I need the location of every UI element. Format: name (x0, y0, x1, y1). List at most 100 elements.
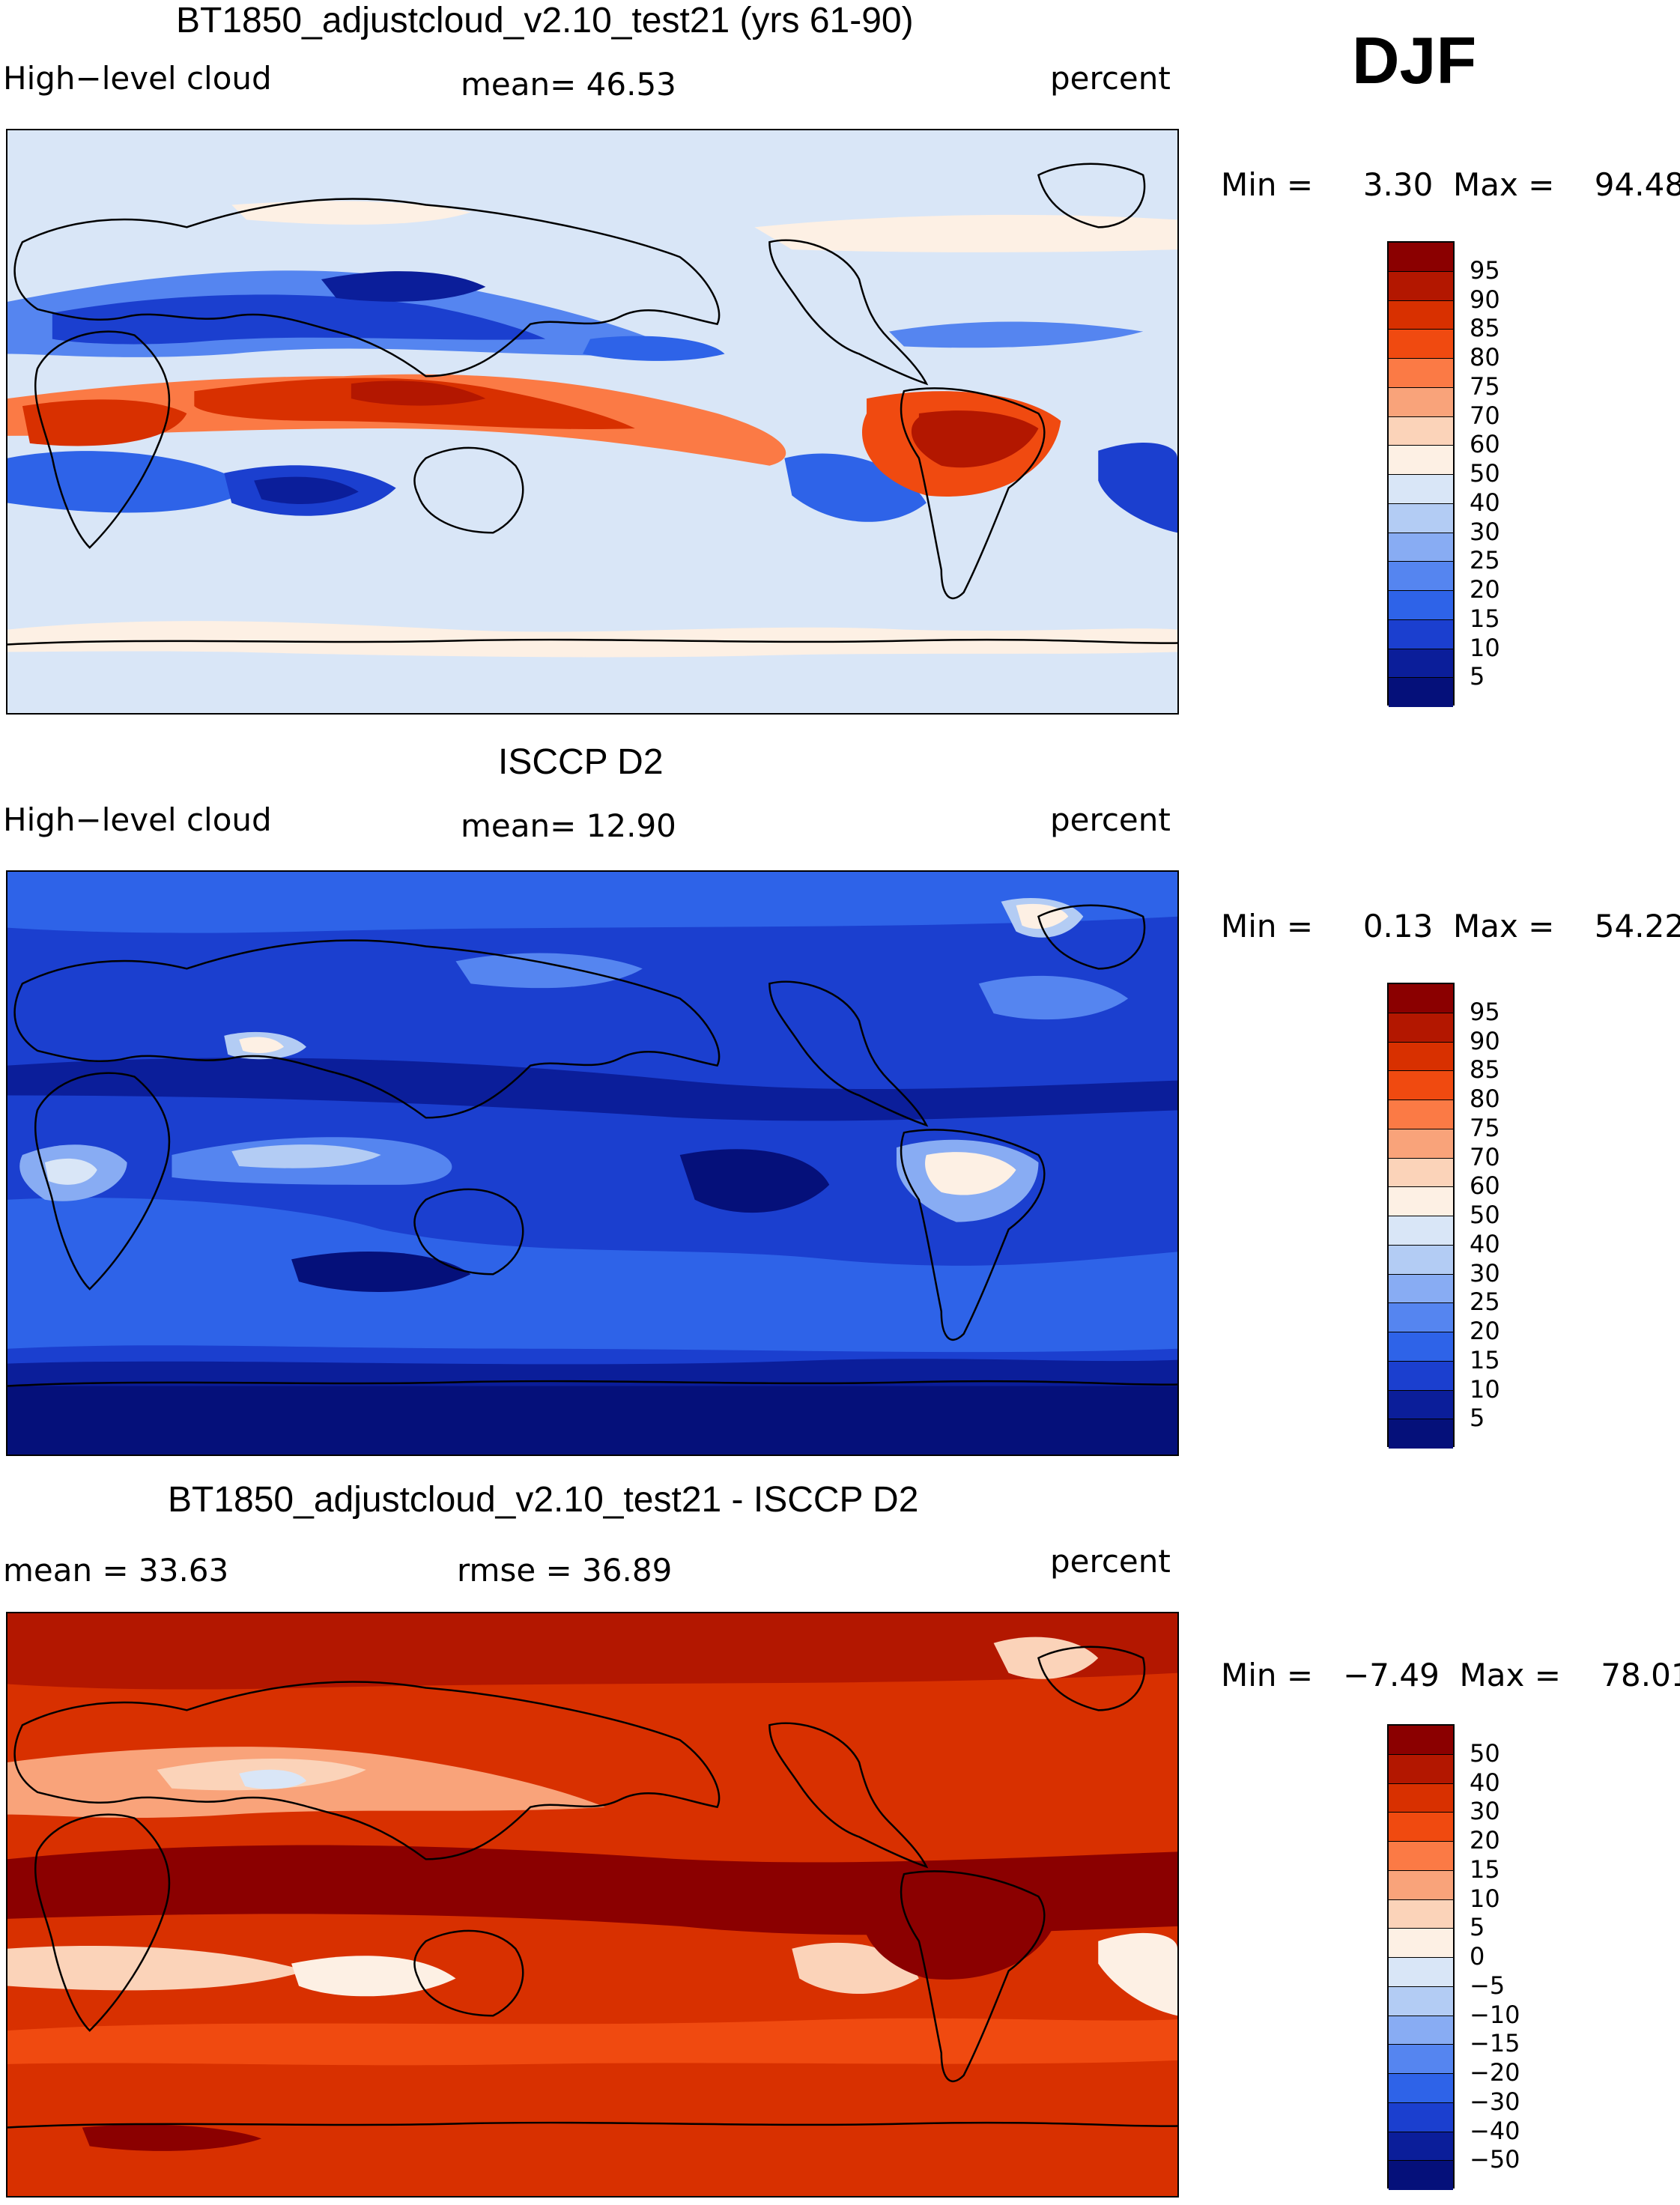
colorbar-tick-label: 80 (1470, 1085, 1500, 1113)
colorbar-segment (1389, 562, 1453, 591)
colorbar-segment (1389, 1158, 1453, 1188)
panel-2-map (6, 870, 1179, 1456)
colorbar-segment (1389, 678, 1453, 707)
colorbar-segment (1389, 2045, 1453, 2074)
colorbar-tick-label: 5 (1470, 662, 1485, 691)
panel-2-variable-label: High−level cloud (3, 801, 272, 838)
panel-3-min-max: Min = −7.49 Max = 78.01 (1221, 1657, 1680, 1693)
colorbar-segment (1389, 2161, 1453, 2190)
colorbar-segment (1389, 1929, 1453, 1958)
panel-1-units-label: percent (1050, 60, 1171, 97)
panel-3-colorbar (1387, 1724, 1455, 2190)
panel-2-units-label: percent (1050, 801, 1171, 838)
colorbar-tick-label: 70 (1470, 1142, 1500, 1171)
colorbar-segment (1389, 1899, 1453, 1929)
colorbar-tick-label: 90 (1470, 1026, 1500, 1055)
colorbar-tick-label: 95 (1470, 997, 1500, 1026)
colorbar-segment (1389, 387, 1453, 417)
colorbar-segment (1389, 503, 1453, 533)
panel-1-map (6, 129, 1179, 715)
colorbar-tick-label: 50 (1470, 1201, 1500, 1229)
colorbar-tick-label: 0 (1470, 1942, 1485, 1971)
colorbar-tick-label: 10 (1470, 1884, 1500, 1913)
panel-3-map (6, 1612, 1179, 2198)
colorbar-segment (1389, 243, 1453, 272)
colorbar-segment (1389, 1958, 1453, 1987)
colorbar-segment (1389, 475, 1453, 504)
colorbar-segment (1389, 1216, 1453, 1246)
colorbar-segment (1389, 330, 1453, 359)
colorbar-tick-label: 70 (1470, 401, 1500, 430)
colorbar-segment (1389, 2102, 1453, 2132)
colorbar-segment (1389, 1129, 1453, 1159)
colorbar-tick-label: −40 (1470, 2116, 1520, 2145)
season-label: DJF (1352, 23, 1477, 97)
colorbar-tick-label: 20 (1470, 1317, 1500, 1345)
colorbar-segment (1389, 1274, 1453, 1304)
colorbar-tick-label: 30 (1470, 517, 1500, 546)
colorbar-tick-label: 60 (1470, 1171, 1500, 1201)
colorbar-tick-label: 50 (1470, 1738, 1500, 1768)
panel-1-colorbar (1387, 241, 1455, 707)
colorbar-segment (1389, 1187, 1453, 1216)
panel-1-mean-label: mean= 46.53 (461, 66, 676, 103)
colorbar-tick-label: 75 (1470, 1113, 1500, 1142)
colorbar-tick-label: 5 (1470, 1404, 1485, 1433)
colorbar-segment (1389, 300, 1453, 330)
colorbar-tick-label: 15 (1470, 1345, 1500, 1374)
colorbar-segment (1389, 1071, 1453, 1100)
colorbar-segment (1389, 649, 1453, 679)
colorbar-segment (1389, 984, 1453, 1013)
colorbar-tick-label: 90 (1470, 285, 1500, 314)
colorbar-segment (1389, 1100, 1453, 1129)
panel-3-mean-label: mean = 33.63 (3, 1552, 229, 1589)
panel-3-title: BT1850_adjustcloud_v2.10_test21 - ISCCP … (168, 1480, 919, 1520)
colorbar-segment (1389, 416, 1453, 446)
colorbar-segment (1389, 1783, 1453, 1813)
panel-2-title: ISCCP D2 (498, 742, 664, 782)
colorbar-segment (1389, 2074, 1453, 2103)
colorbar-segment (1389, 591, 1453, 620)
colorbar-tick-label: 85 (1470, 314, 1500, 343)
colorbar-segment (1389, 1726, 1453, 1755)
colorbar-segment (1389, 1042, 1453, 1072)
colorbar-tick-label: −15 (1470, 2029, 1520, 2058)
colorbar-tick-label: 80 (1470, 343, 1500, 371)
colorbar-tick-label: 10 (1470, 633, 1500, 662)
colorbar-segment (1389, 446, 1453, 475)
colorbar-segment (1389, 1419, 1453, 1449)
panel-1-title: BT1850_adjustcloud_v2.10_test21 (yrs 61-… (176, 1, 914, 40)
colorbar-tick-label: 10 (1470, 1374, 1500, 1404)
colorbar-segment (1389, 1332, 1453, 1362)
colorbar-tick-label: 40 (1470, 488, 1500, 517)
colorbar-tick-label: 30 (1470, 1797, 1500, 1826)
colorbar-tick-label: −5 (1470, 1971, 1505, 2000)
colorbar-tick-label: 40 (1470, 1768, 1500, 1797)
colorbar-tick-label: 15 (1470, 1854, 1500, 1884)
colorbar-tick-label: 50 (1470, 459, 1500, 488)
colorbar-segment (1389, 1986, 1453, 2016)
panel-1-min-max: Min = 3.30 Max = 94.48 (1221, 166, 1680, 203)
panel-2-mean-label: mean= 12.90 (461, 807, 676, 844)
colorbar-segment (1389, 2016, 1453, 2045)
colorbar-tick-label: 25 (1470, 1287, 1500, 1317)
colorbar-tick-label: 60 (1470, 430, 1500, 459)
colorbar-segment (1389, 271, 1453, 301)
colorbar-segment (1389, 1303, 1453, 1332)
colorbar-segment (1389, 1245, 1453, 1275)
colorbar-tick-label: 75 (1470, 371, 1500, 401)
colorbar-tick-label: 40 (1470, 1229, 1500, 1258)
colorbar-tick-label: −30 (1470, 2087, 1520, 2116)
colorbar-tick-label: 20 (1470, 575, 1500, 604)
colorbar-tick-label: 20 (1470, 1826, 1500, 1854)
colorbar-segment (1389, 1842, 1453, 1871)
colorbar-tick-label: 85 (1470, 1055, 1500, 1085)
panel-3-units-label: percent (1050, 1543, 1171, 1580)
colorbar-segment (1389, 1361, 1453, 1391)
colorbar-segment (1389, 1013, 1453, 1043)
panel-2-colorbar (1387, 983, 1455, 1449)
colorbar-segment (1389, 1870, 1453, 1900)
colorbar-segment (1389, 533, 1453, 562)
colorbar-tick-label: 95 (1470, 255, 1500, 285)
colorbar-tick-label: −50 (1470, 2145, 1520, 2174)
